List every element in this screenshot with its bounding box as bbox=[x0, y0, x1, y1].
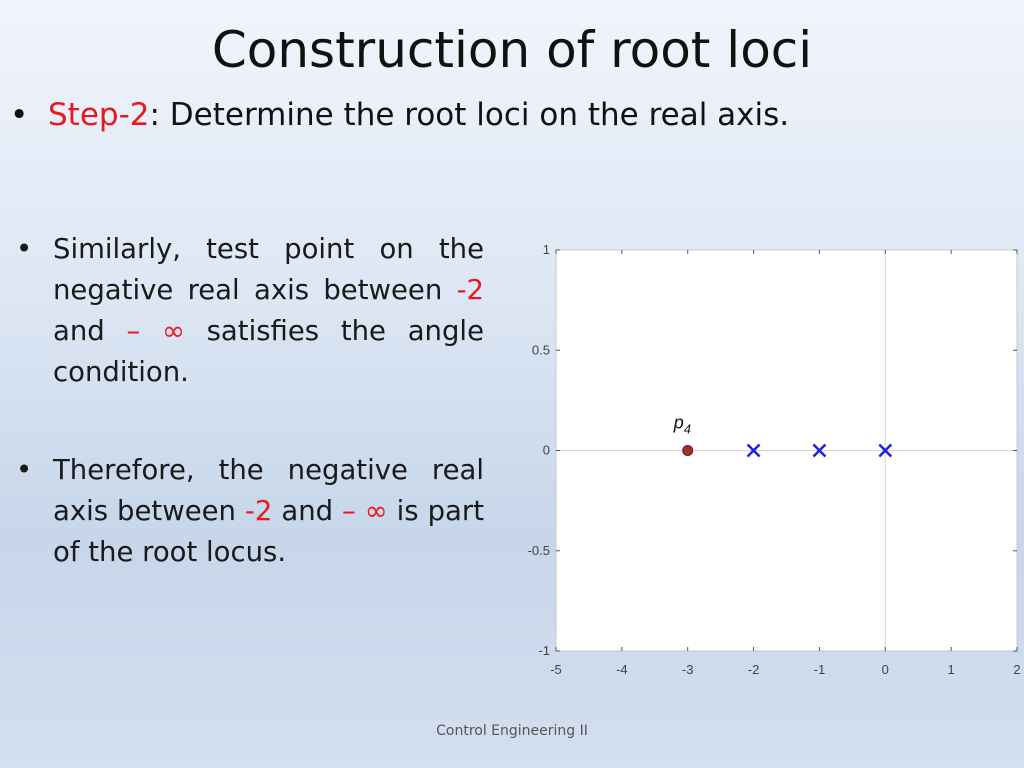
pole-x-stroke bbox=[746, 443, 761, 458]
x-tick-label: -5 bbox=[550, 662, 562, 677]
y-tick-label: 1 bbox=[543, 242, 550, 257]
highlight-infinity: – ∞ bbox=[342, 495, 388, 527]
bullet-icon: • bbox=[10, 97, 29, 133]
text-run: is part of the root locus. bbox=[53, 495, 484, 568]
x-tick-label: 0 bbox=[882, 662, 889, 677]
pole-marker bbox=[878, 443, 893, 458]
x-tick-label: 2 bbox=[1013, 662, 1020, 677]
bullet-paragraph-2: • Therefore, the negative real axis betw… bbox=[16, 450, 484, 573]
test-point-marker bbox=[682, 445, 694, 456]
step-heading: • Step-2: Determine the root loci on the … bbox=[10, 93, 789, 137]
y-tick-label: -1 bbox=[538, 643, 550, 658]
bullet-icon: • bbox=[16, 233, 33, 265]
y-tick-label: 0 bbox=[543, 443, 550, 458]
highlight-value: -2 bbox=[244, 495, 273, 527]
x-tick-label: -4 bbox=[616, 662, 628, 677]
pole-marker bbox=[812, 443, 827, 458]
step-text: : Determine the root loci on the real ax… bbox=[149, 97, 790, 133]
y-tick-label: 0.5 bbox=[532, 342, 550, 357]
text-run: satisfies the angle condition. bbox=[53, 315, 484, 388]
root-locus-plot: -5 -4 -3 -2 -1 0 1 210.50-0.5-1p4 bbox=[528, 242, 1021, 677]
x-tick-label: -3 bbox=[682, 662, 694, 677]
footer-text: Control Engineering II bbox=[436, 723, 588, 739]
y-tick-label: -0.5 bbox=[528, 543, 550, 558]
paragraph-text: Therefore, the negative real axis betwee… bbox=[53, 450, 484, 573]
x-tick-label: -1 bbox=[814, 662, 826, 677]
bullet-paragraph-1: • Similarly, test point on the negative … bbox=[16, 229, 484, 393]
paragraph-text: Similarly, test point on the negative re… bbox=[53, 229, 484, 393]
text-run: and bbox=[53, 315, 127, 347]
text-run: Similarly, test point on the negative re… bbox=[53, 233, 484, 306]
highlight-infinity: – ∞ bbox=[126, 315, 185, 347]
test-point-subscript: 4 bbox=[684, 422, 691, 437]
highlight-value: -2 bbox=[456, 274, 484, 306]
pole-x-stroke bbox=[878, 443, 893, 458]
bullet-icon: • bbox=[16, 454, 33, 486]
slide-title: Construction of root loci bbox=[211, 21, 813, 79]
x-tick-label: 1 bbox=[948, 662, 955, 677]
pole-marker bbox=[746, 443, 761, 458]
text-run: and bbox=[272, 495, 343, 527]
pole-x-stroke bbox=[812, 443, 827, 458]
step-label: Step-2 bbox=[48, 97, 150, 133]
x-tick-label: -2 bbox=[748, 662, 760, 677]
text-run: Therefore, the negative real axis betwee… bbox=[53, 454, 484, 527]
